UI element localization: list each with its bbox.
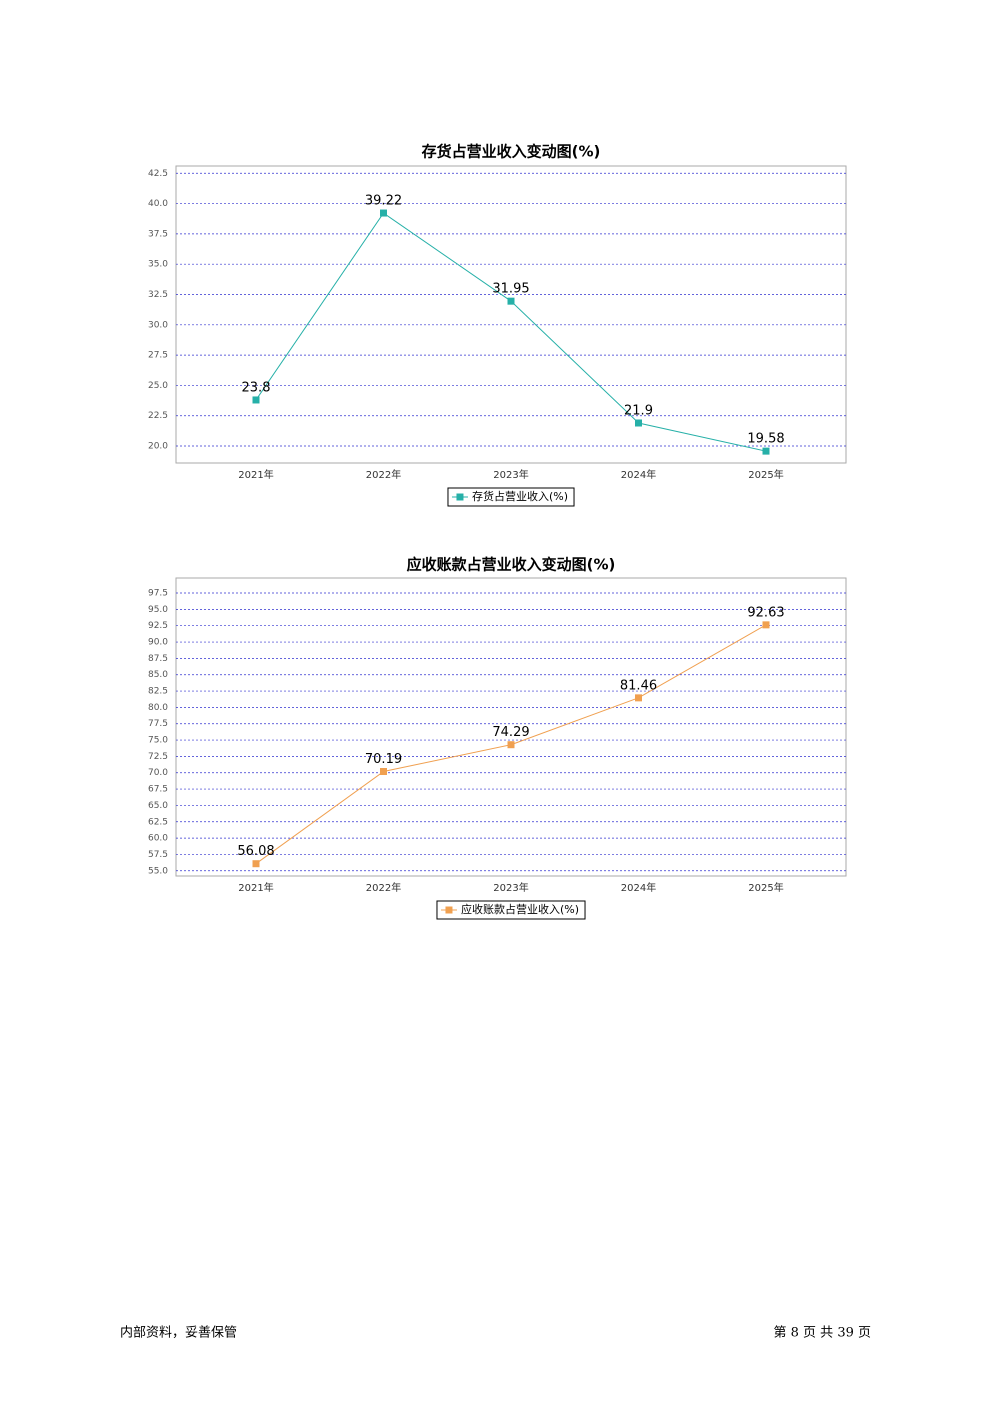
value-label: 39.22 (365, 194, 402, 209)
legend-marker (445, 906, 453, 914)
y-tick-label: 37.5 (148, 229, 168, 239)
point (762, 621, 770, 629)
y-tick-label: 40.0 (148, 199, 168, 209)
y-tick-label: 20.0 (148, 442, 168, 452)
y-tick-label: 75.0 (148, 736, 168, 746)
value-label: 23.8 (242, 380, 271, 395)
y-tick-label: 35.0 (148, 260, 168, 270)
y-tick-label: 85.0 (148, 670, 168, 680)
point (635, 694, 642, 702)
value-label: 31.95 (492, 282, 529, 297)
x-tick-label: 2024年 (621, 881, 656, 894)
y-tick-label: 22.5 (148, 411, 168, 421)
point (380, 768, 387, 776)
value-label: 74.29 (492, 725, 529, 740)
x-tick-label: 2025年 (748, 468, 783, 481)
value-label: 81.46 (620, 678, 657, 693)
y-tick-label: 60.0 (148, 834, 168, 844)
y-tick-label: 42.5 (148, 169, 168, 179)
y-tick-label: 97.5 (148, 589, 168, 599)
y-tick-label: 57.5 (148, 850, 168, 860)
y-tick-label: 92.5 (148, 621, 168, 631)
point (762, 447, 770, 455)
value-label: 70.19 (365, 752, 402, 767)
plot-area (175, 577, 847, 877)
legend-box (436, 900, 586, 920)
footer-left: 内部资料，妥善保管 (120, 1325, 237, 1341)
point (507, 297, 515, 305)
x-tick-label: 2025年 (748, 881, 783, 894)
legend-marker (456, 493, 464, 501)
y-tick-label: 67.5 (148, 785, 168, 795)
footer-right: 第 8 页 共 39 页 (774, 1326, 871, 1341)
value-label: 19.58 (747, 432, 784, 447)
y-tick-label: 62.5 (148, 817, 168, 827)
point (252, 860, 260, 868)
x-tick-label: 2022年 (366, 881, 401, 894)
y-tick-label: 80.0 (148, 703, 168, 713)
point (380, 209, 387, 217)
x-tick-label: 2023年 (493, 468, 528, 481)
point (507, 741, 515, 749)
x-tick-label: 2023年 (493, 881, 528, 894)
legend-label: 应收账款占营业收入(%) (461, 902, 579, 916)
y-tick-label: 87.5 (148, 654, 168, 664)
y-tick-label: 25.0 (148, 381, 168, 391)
y-tick-label: 95.0 (148, 605, 168, 615)
value-label: 92.63 (747, 605, 784, 620)
x-tick-label: 2022年 (366, 468, 401, 481)
chart-title: 存货占营业收入变动图(%) (422, 143, 601, 161)
y-tick-label: 32.5 (148, 290, 168, 300)
value-label: 56.08 (237, 844, 274, 859)
y-tick-label: 90.0 (148, 638, 168, 648)
y-tick-label: 65.0 (148, 801, 168, 811)
chart-title: 应收账款占营业收入变动图(%) (407, 556, 616, 574)
y-tick-label: 55.0 (148, 866, 168, 876)
y-tick-label: 30.0 (148, 320, 168, 330)
legend-box (447, 487, 575, 507)
y-tick-label: 82.5 (148, 687, 168, 697)
y-tick-label: 70.0 (148, 768, 168, 778)
x-tick-label: 2021年 (238, 468, 273, 481)
x-tick-label: 2024年 (621, 468, 656, 481)
point (635, 419, 642, 427)
plot-area (175, 165, 847, 464)
value-label: 21.9 (624, 403, 653, 418)
y-tick-label: 72.5 (148, 752, 168, 762)
point (252, 396, 260, 404)
y-tick-label: 27.5 (148, 351, 168, 361)
y-tick-label: 77.5 (148, 719, 168, 729)
x-tick-label: 2021年 (238, 881, 273, 894)
legend-label: 存货占营业收入(%) (472, 489, 568, 503)
